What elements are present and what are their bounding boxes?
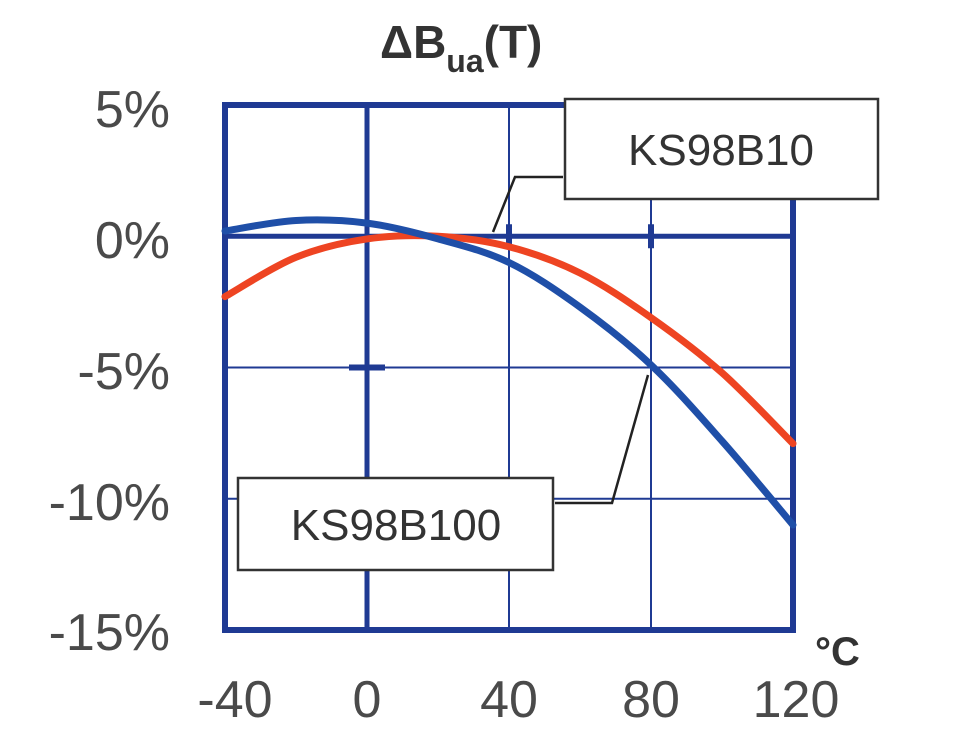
callout-ks98b100: KS98B100 — [236, 374, 650, 572]
callout-label: KS98B10 — [628, 126, 814, 175]
x-tick-label: 120 — [753, 671, 840, 729]
title-sub: ua — [446, 43, 484, 79]
chart-title: ΔBua(T) — [380, 16, 542, 79]
title-main: ΔB — [380, 16, 446, 68]
callout-ks98b10: KS98B10 — [491, 97, 880, 233]
x-tick-label: 80 — [622, 671, 680, 729]
y-tick-label: 5% — [95, 81, 170, 139]
x-tick-label: -40 — [197, 671, 272, 729]
series-line-ks98b100 — [221, 216, 797, 529]
plot-frame — [222, 102, 796, 633]
title-suffix: (T) — [484, 16, 543, 68]
y-tick-label: -5% — [78, 343, 170, 401]
callout-leader-line — [491, 175, 563, 233]
y-tick-label: 0% — [95, 212, 170, 270]
x-tick-label: 40 — [480, 671, 538, 729]
series-layer — [221, 216, 797, 529]
series-line-ks98b10 — [221, 232, 797, 448]
y-tick-label: -10% — [49, 474, 170, 532]
callout-label: KS98B100 — [291, 501, 501, 550]
x-tick-label: 0 — [353, 671, 382, 729]
x-tick-labels: -40 0 40 80 120 — [197, 671, 839, 729]
x-axis-unit: °C — [815, 630, 860, 674]
callout-box — [236, 476, 555, 572]
callout-leader-line — [555, 374, 650, 505]
y-tick-labels: 5% 0% -5% -10% -15% — [49, 81, 170, 662]
callout-box — [563, 97, 880, 201]
y-tick-label: -15% — [49, 604, 170, 662]
